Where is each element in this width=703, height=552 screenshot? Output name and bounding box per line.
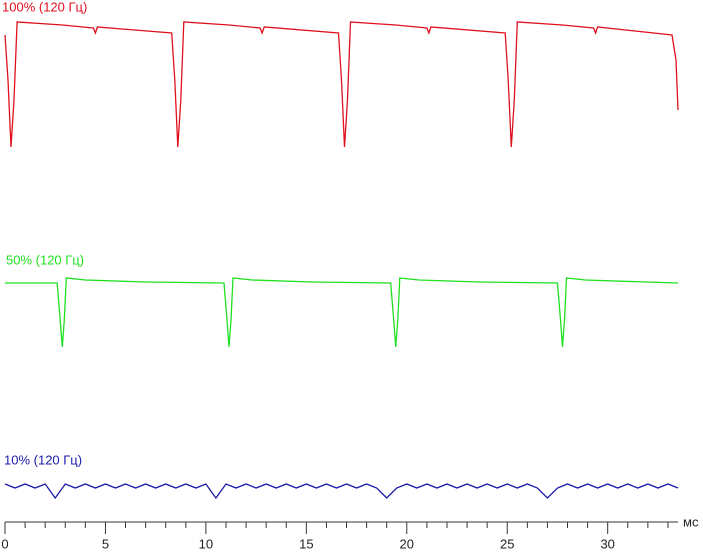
x-tick-label: 5: [102, 536, 109, 551]
series-line: [4, 483, 679, 500]
series-line: [5, 277, 679, 348]
series-label: 100% (120 Гц): [2, 0, 87, 14]
series-line: [4, 21, 679, 148]
x-tick-label: 0: [1, 536, 8, 551]
series-label: 50% (120 Гц): [6, 252, 84, 267]
x-tick-label: 20: [400, 536, 414, 551]
x-tick-label: 25: [500, 536, 514, 551]
series-label: 10% (120 Гц): [4, 452, 82, 467]
x-tick-label: 30: [600, 536, 614, 551]
x-tick-label: 10: [199, 536, 213, 551]
x-tick-label: 15: [299, 536, 313, 551]
x-unit-label: мс: [683, 514, 699, 529]
